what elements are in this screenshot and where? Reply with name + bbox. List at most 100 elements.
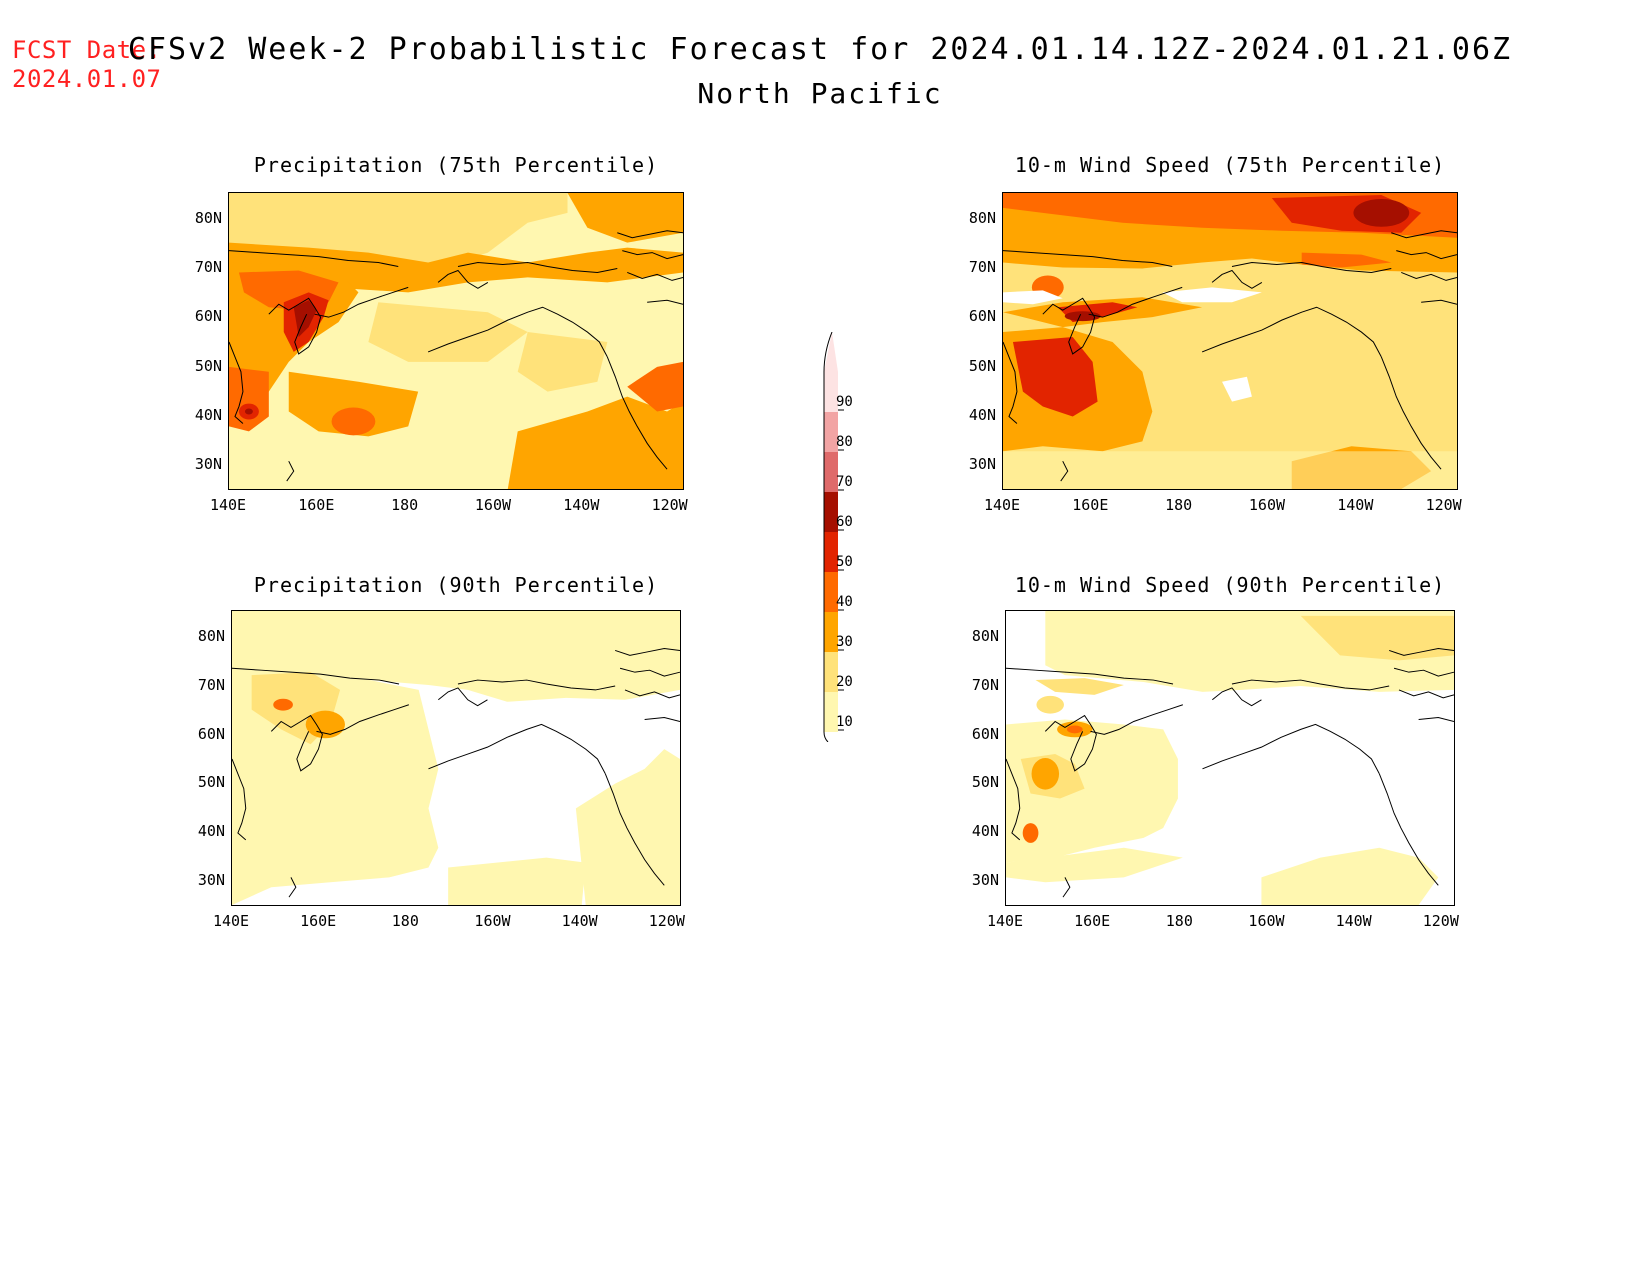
- lat-tick-label: 60N: [971, 724, 999, 743]
- map-field-2: [232, 611, 680, 905]
- coastline: [1060, 460, 1069, 482]
- lat-tick-label: 70N: [194, 258, 222, 277]
- map-field-1: [1003, 193, 1457, 489]
- lat-tick-label: 50N: [194, 356, 222, 375]
- coastline: [1378, 773, 1439, 886]
- lat-tick-label: 70N: [197, 675, 225, 694]
- coastline: [1003, 250, 1173, 267]
- lon-tick-label: 140E: [986, 912, 1024, 930]
- coastline: [316, 704, 409, 735]
- probability-region: [507, 396, 683, 489]
- map-precip-75: [228, 192, 684, 490]
- page-title: CFSv2 Week-2 Probabilistic Forecast for …: [127, 32, 1513, 67]
- panel-title-wind-90: 10-m Wind Speed (90th Percentile): [1014, 573, 1446, 597]
- coastline: [647, 299, 683, 305]
- lat-tick-label: 30N: [194, 455, 222, 473]
- colorbar-scale: [823, 331, 844, 743]
- map-wind-90: [1005, 610, 1455, 906]
- coastline: [1380, 356, 1442, 470]
- probability-region: [331, 407, 376, 436]
- lon-tick-label: 160E: [1074, 912, 1111, 930]
- lon-tick-label: 160W: [1248, 912, 1285, 930]
- probability-region: [232, 611, 680, 702]
- forecast-date-label: FCST Date:: [12, 36, 162, 64]
- coastline: [286, 460, 295, 482]
- probability-region: [1035, 678, 1124, 695]
- colorbar-level-label: 20: [836, 674, 853, 690]
- lon-tick-label: 120W: [648, 912, 685, 930]
- lon-tick-label: 160W: [474, 912, 511, 930]
- colorbar-level-label: 30: [836, 634, 853, 650]
- lon-tick-label: 140W: [1335, 912, 1372, 930]
- colorbar-top-cap: [824, 332, 838, 372]
- coastline: [604, 773, 665, 886]
- coastline: [427, 306, 608, 358]
- colorbar-level-label: 50: [836, 554, 853, 570]
- probability-region: [1003, 451, 1457, 489]
- coastline: [1393, 667, 1454, 677]
- lat-tick-label: 30N: [968, 455, 996, 473]
- lon-tick-label: 140W: [1337, 496, 1374, 514]
- forecast-date-block: FCST Date: 2024.01.07: [12, 36, 162, 94]
- coastline: [1418, 717, 1454, 722]
- coastline: [1231, 679, 1390, 691]
- probability-region: [1036, 695, 1064, 714]
- probability-region: [627, 361, 683, 412]
- lon-tick-label: 160W: [474, 496, 512, 514]
- probability-region: [368, 302, 528, 362]
- coastline: [1212, 687, 1262, 707]
- probability-region: [1006, 847, 1183, 883]
- coastline: [1003, 341, 1018, 424]
- coastline: [268, 297, 322, 355]
- lon-tick-label: 140E: [983, 496, 1021, 514]
- probability-region: [244, 408, 253, 415]
- probability-region: [567, 193, 683, 243]
- lat-tick-label: 40N: [194, 405, 222, 424]
- coastline: [622, 250, 683, 260]
- coastline: [1401, 272, 1457, 281]
- coastline: [288, 877, 297, 898]
- colorbar-swatch: [824, 372, 838, 412]
- probability-region: [448, 857, 586, 905]
- lon-tick-label: 160E: [1072, 496, 1109, 514]
- coastline: [1044, 714, 1097, 772]
- coastline: [1042, 297, 1096, 355]
- lat-tick-label: 80N: [197, 627, 225, 645]
- coastline: [438, 687, 488, 707]
- lon-tick-label: 180: [391, 496, 419, 514]
- coastline: [1421, 299, 1457, 305]
- colorbar: [808, 331, 888, 743]
- lat-tick-label: 70N: [971, 675, 999, 694]
- lat-tick-label: 80N: [968, 209, 996, 227]
- lon-tick-label: 160W: [1248, 496, 1286, 514]
- map-field-0: [229, 193, 683, 489]
- coastline: [627, 272, 683, 281]
- forecast-date-value: 2024.01.07: [12, 65, 162, 93]
- map-field-3: [1006, 611, 1454, 905]
- probability-region: [517, 332, 608, 392]
- probability-region: [305, 710, 345, 739]
- lat-tick-label: 50N: [968, 356, 996, 375]
- lon-tick-label: 140W: [561, 912, 598, 930]
- colorbar-swatch: [824, 532, 838, 572]
- coastline: [1231, 262, 1392, 273]
- lat-tick-label: 50N: [971, 773, 999, 792]
- coastline: [1201, 306, 1382, 358]
- coastline: [1090, 704, 1183, 735]
- coastline: [1062, 877, 1071, 898]
- lat-tick-label: 80N: [971, 627, 999, 645]
- probability-region: [1066, 725, 1083, 734]
- coastline: [1006, 667, 1174, 685]
- lon-tick-label: 180: [1165, 912, 1193, 930]
- colorbar-swatch: [824, 572, 838, 612]
- lon-tick-label: 120W: [651, 496, 688, 514]
- lat-tick-label: 50N: [197, 773, 225, 792]
- coastline: [229, 250, 399, 267]
- coastline: [1211, 269, 1263, 289]
- coastline: [428, 723, 606, 775]
- coastline: [457, 262, 618, 273]
- coastline: [1391, 230, 1457, 239]
- colorbar-level-label: 90: [836, 394, 853, 410]
- probability-region: [1003, 290, 1063, 305]
- colorbar-level-label: 70: [836, 474, 853, 490]
